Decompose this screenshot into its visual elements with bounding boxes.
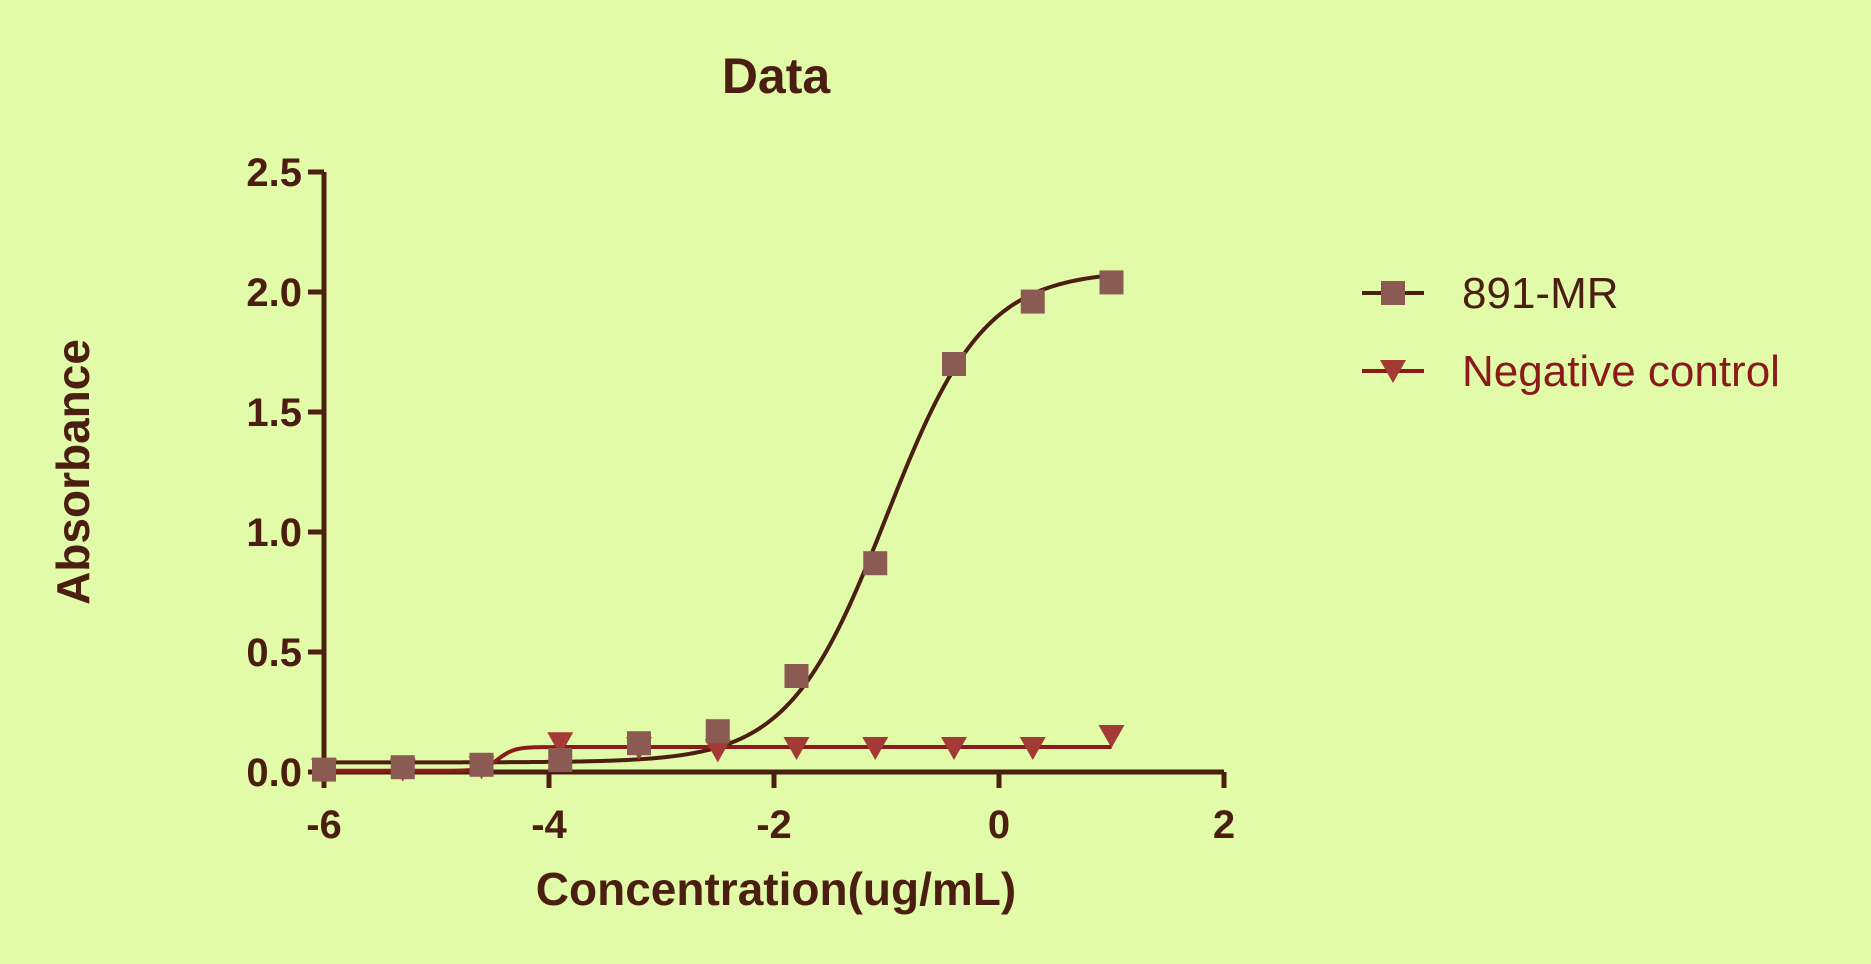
x-tick-label: -6 (306, 803, 342, 847)
data-point-series-0 (627, 731, 651, 756)
data-point-series-1 (1098, 725, 1125, 748)
data-point-series-0 (548, 748, 573, 772)
y-tick-label: 0.5 (246, 631, 302, 675)
x-tick-label: -2 (756, 803, 792, 847)
y-tick-label: 2.0 (246, 271, 302, 315)
legend: 891-MR Negative control (1362, 269, 1780, 396)
data-point-series-0 (1020, 289, 1045, 314)
data-point-series-1 (941, 737, 967, 760)
y-axis-label: Absorbance (47, 339, 99, 605)
data-point-series-0 (390, 755, 415, 780)
legend-marker-0 (1381, 281, 1405, 305)
axes: -6 -4 -2 0 2 0.0 0.5 1.0 1.5 2.0 2.5 (246, 151, 1235, 847)
data-point-series-0 (705, 719, 730, 744)
y-tick-label: 1.0 (246, 511, 302, 555)
legend-label-1: Negative control (1462, 347, 1780, 396)
y-tick-label: 0.0 (246, 751, 302, 795)
data-point-series-1 (862, 737, 889, 760)
data-point-series-0 (1099, 270, 1124, 295)
legend-label-0: 891-MR (1462, 269, 1619, 318)
data-point-series-1 (783, 737, 810, 760)
data-point-series-0 (312, 757, 336, 782)
legend-marker-1 (1380, 360, 1406, 383)
x-axis-label: Concentration(ug/mL) (536, 863, 1016, 915)
data-point-series-0 (469, 752, 494, 777)
fit-curves (323, 273, 1112, 773)
data-point-series-1 (704, 739, 731, 763)
x-tick-label: 2 (1213, 803, 1235, 847)
data-point-series-0 (784, 664, 809, 688)
fit-curve-series-0 (323, 273, 1112, 765)
data-point-series-1 (1019, 737, 1046, 760)
chart-title: Data (722, 48, 832, 104)
data-point-series-0 (863, 551, 888, 576)
y-tick-label: 1.5 (246, 391, 302, 435)
data-points (311, 270, 1125, 782)
x-tick-label: 0 (988, 803, 1010, 847)
y-tick-label: 2.5 (246, 151, 302, 195)
data-point-series-1 (547, 732, 574, 756)
x-tick-label: -4 (531, 803, 567, 847)
data-point-series-0 (942, 352, 966, 376)
